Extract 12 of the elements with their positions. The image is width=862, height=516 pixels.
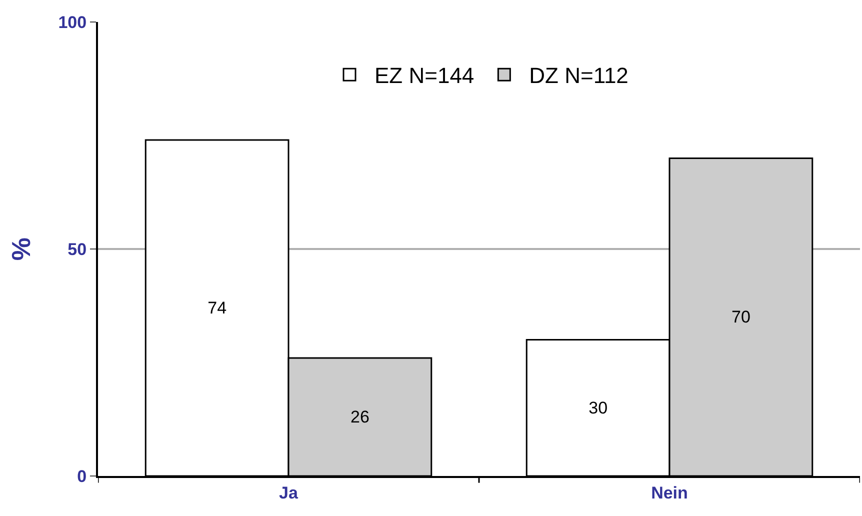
- y-axis-title: %: [6, 237, 36, 261]
- legend-label: EZ N=144: [374, 63, 474, 88]
- y-tick-label: 0: [77, 466, 87, 486]
- data-label: 70: [731, 308, 750, 327]
- data-label: 26: [350, 407, 370, 426]
- legend-label: DZ N=112: [529, 63, 628, 88]
- y-tick-label: 50: [68, 240, 87, 259]
- y-tick-label: 100: [58, 12, 87, 32]
- data-label: 30: [588, 398, 608, 418]
- data-label: 74: [208, 298, 227, 318]
- x-tick-label: Ja: [279, 483, 298, 502]
- x-tick-label: Nein: [651, 483, 688, 502]
